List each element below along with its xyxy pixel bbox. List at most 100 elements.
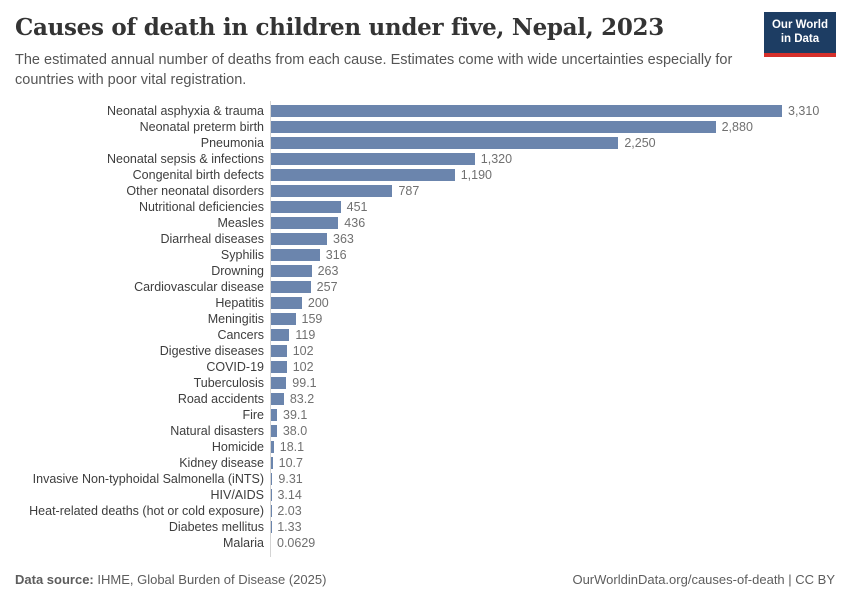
- bar[interactable]: [271, 137, 619, 149]
- bar-label: Congenital birth defects: [132, 168, 264, 182]
- bar[interactable]: [271, 313, 296, 325]
- chart-row: Digestive diseases 102: [0, 343, 850, 359]
- bar-value: 99.1: [292, 376, 317, 390]
- bar-value: 1,320: [480, 152, 513, 166]
- bar[interactable]: [271, 473, 273, 485]
- bar[interactable]: [271, 265, 312, 277]
- chart-row: Neonatal sepsis & infections 1,320: [0, 151, 850, 167]
- data-source: Data source: IHME, Global Burden of Dise…: [15, 572, 326, 587]
- bar[interactable]: [271, 217, 339, 229]
- chart-row: Invasive Non-typhoidal Salmonella (iNTS)…: [0, 471, 850, 487]
- chart-row: Road accidents 83.2: [0, 391, 850, 407]
- chart-row: Cancers 119: [0, 327, 850, 343]
- bar-label: Meningitis: [207, 312, 264, 326]
- bar-label: COVID-19: [206, 360, 264, 374]
- chart-row: Natural disasters 38.0: [0, 423, 850, 439]
- bar-value: 2.03: [277, 504, 302, 518]
- bar[interactable]: [271, 361, 287, 373]
- bar-value: 263: [317, 264, 339, 278]
- bar[interactable]: [271, 281, 311, 293]
- footer-url-license[interactable]: OurWorldinData.org/causes-of-death | CC …: [572, 572, 835, 587]
- chart-row: Kidney disease 10.7: [0, 455, 850, 471]
- bar-value: 1.33: [277, 520, 302, 534]
- bar-label: Tuberculosis: [193, 376, 264, 390]
- chart-row: Homicide 18.1: [0, 439, 850, 455]
- bar-label: Cancers: [217, 328, 264, 342]
- bar-label: Drowning: [211, 264, 264, 278]
- chart-row: Diabetes mellitus 1.33: [0, 519, 850, 535]
- bar[interactable]: [271, 121, 716, 133]
- bar[interactable]: [271, 457, 273, 469]
- bar-label: Neonatal asphyxia & trauma: [106, 104, 264, 118]
- bar[interactable]: [271, 153, 475, 165]
- bar[interactable]: [271, 377, 287, 389]
- chart-row: Neonatal preterm birth 2,880: [0, 119, 850, 135]
- chart-row: Tuberculosis 99.1: [0, 375, 850, 391]
- bar[interactable]: [271, 393, 284, 405]
- chart-row: Malaria 0.0629: [0, 535, 850, 551]
- chart-row: Heat-related deaths (hot or cold exposur…: [0, 503, 850, 519]
- bar[interactable]: [271, 249, 320, 261]
- bar-label: Malaria: [223, 536, 264, 550]
- bar-value: 102: [292, 344, 314, 358]
- bar-value: 436: [344, 216, 366, 230]
- bar-label: Heat-related deaths (hot or cold exposur…: [29, 504, 264, 518]
- bar-value: 9.31: [278, 472, 303, 486]
- bar-label: Natural disasters: [170, 424, 264, 438]
- owid-logo[interactable]: Our World in Data: [763, 12, 836, 57]
- chart-row: COVID-19 102: [0, 359, 850, 375]
- chart-footer: Data source: IHME, Global Burden of Dise…: [15, 572, 835, 587]
- bar-value: 257: [316, 280, 338, 294]
- bar[interactable]: [271, 441, 274, 453]
- bar-label: Measles: [217, 216, 264, 230]
- bar[interactable]: [271, 201, 341, 213]
- chart-row: Pneumonia 2,250: [0, 135, 850, 151]
- bar-chart: Neonatal asphyxia & trauma 3,310 Neonata…: [0, 101, 850, 557]
- page-title: Causes of death in children under five, …: [15, 14, 664, 41]
- bar-value: 3.14: [277, 488, 302, 502]
- bar[interactable]: [271, 425, 277, 437]
- owid-logo-line2: in Data: [780, 33, 820, 46]
- bar[interactable]: [271, 185, 393, 197]
- bar-value: 3,310: [788, 104, 820, 118]
- bar-label: Diabetes mellitus: [168, 520, 264, 534]
- bar[interactable]: [271, 169, 455, 181]
- bar-value: 1,190: [460, 168, 492, 182]
- chart-row: Cardiovascular disease 257: [0, 279, 850, 295]
- bar-value: 363: [333, 232, 354, 246]
- bar-label: Syphilis: [220, 248, 264, 262]
- bar-label: Pneumonia: [200, 136, 264, 150]
- chart-row: Syphilis 316: [0, 247, 850, 263]
- bar-value: 159: [301, 312, 323, 326]
- chart-row: Diarrheal diseases 363: [0, 231, 850, 247]
- bar-label: Hepatitis: [215, 296, 264, 310]
- bar[interactable]: [271, 297, 302, 309]
- bar-value: 2,880: [721, 120, 753, 134]
- chart-row: Congenital birth defects 1,190: [0, 167, 850, 183]
- bar-label: Neonatal preterm birth: [139, 120, 264, 134]
- bar-value: 83.2: [289, 392, 315, 406]
- chart-row: HIV/AIDS 3.14: [0, 487, 850, 503]
- data-source-label: Data source:: [15, 572, 94, 587]
- bar-value: 316: [325, 248, 347, 262]
- bar-value: 39.1: [283, 408, 308, 422]
- bar-value: 10.7: [278, 456, 303, 470]
- bar-value: 787: [398, 184, 420, 198]
- chart-row: Measles 436: [0, 215, 850, 231]
- bar-value: 451: [346, 200, 368, 214]
- bar-value: 102: [292, 360, 314, 374]
- bar[interactable]: [271, 329, 290, 341]
- bar[interactable]: [271, 409, 278, 421]
- chart-row: Nutritional deficiencies 451: [0, 199, 850, 215]
- chart-row: Other neonatal disorders 787: [0, 183, 850, 199]
- chart-row: Neonatal asphyxia & trauma 3,310: [0, 103, 850, 119]
- chart-header: Causes of death in children under five, …: [15, 14, 755, 90]
- chart-row: Meningitis 159: [0, 311, 850, 327]
- bar-label: Digestive diseases: [159, 344, 264, 358]
- bar-value: 18.1: [279, 440, 305, 454]
- bar[interactable]: [271, 105, 782, 117]
- bar[interactable]: [271, 233, 328, 245]
- bar[interactable]: [271, 345, 287, 357]
- bar-label: Fire: [242, 408, 264, 422]
